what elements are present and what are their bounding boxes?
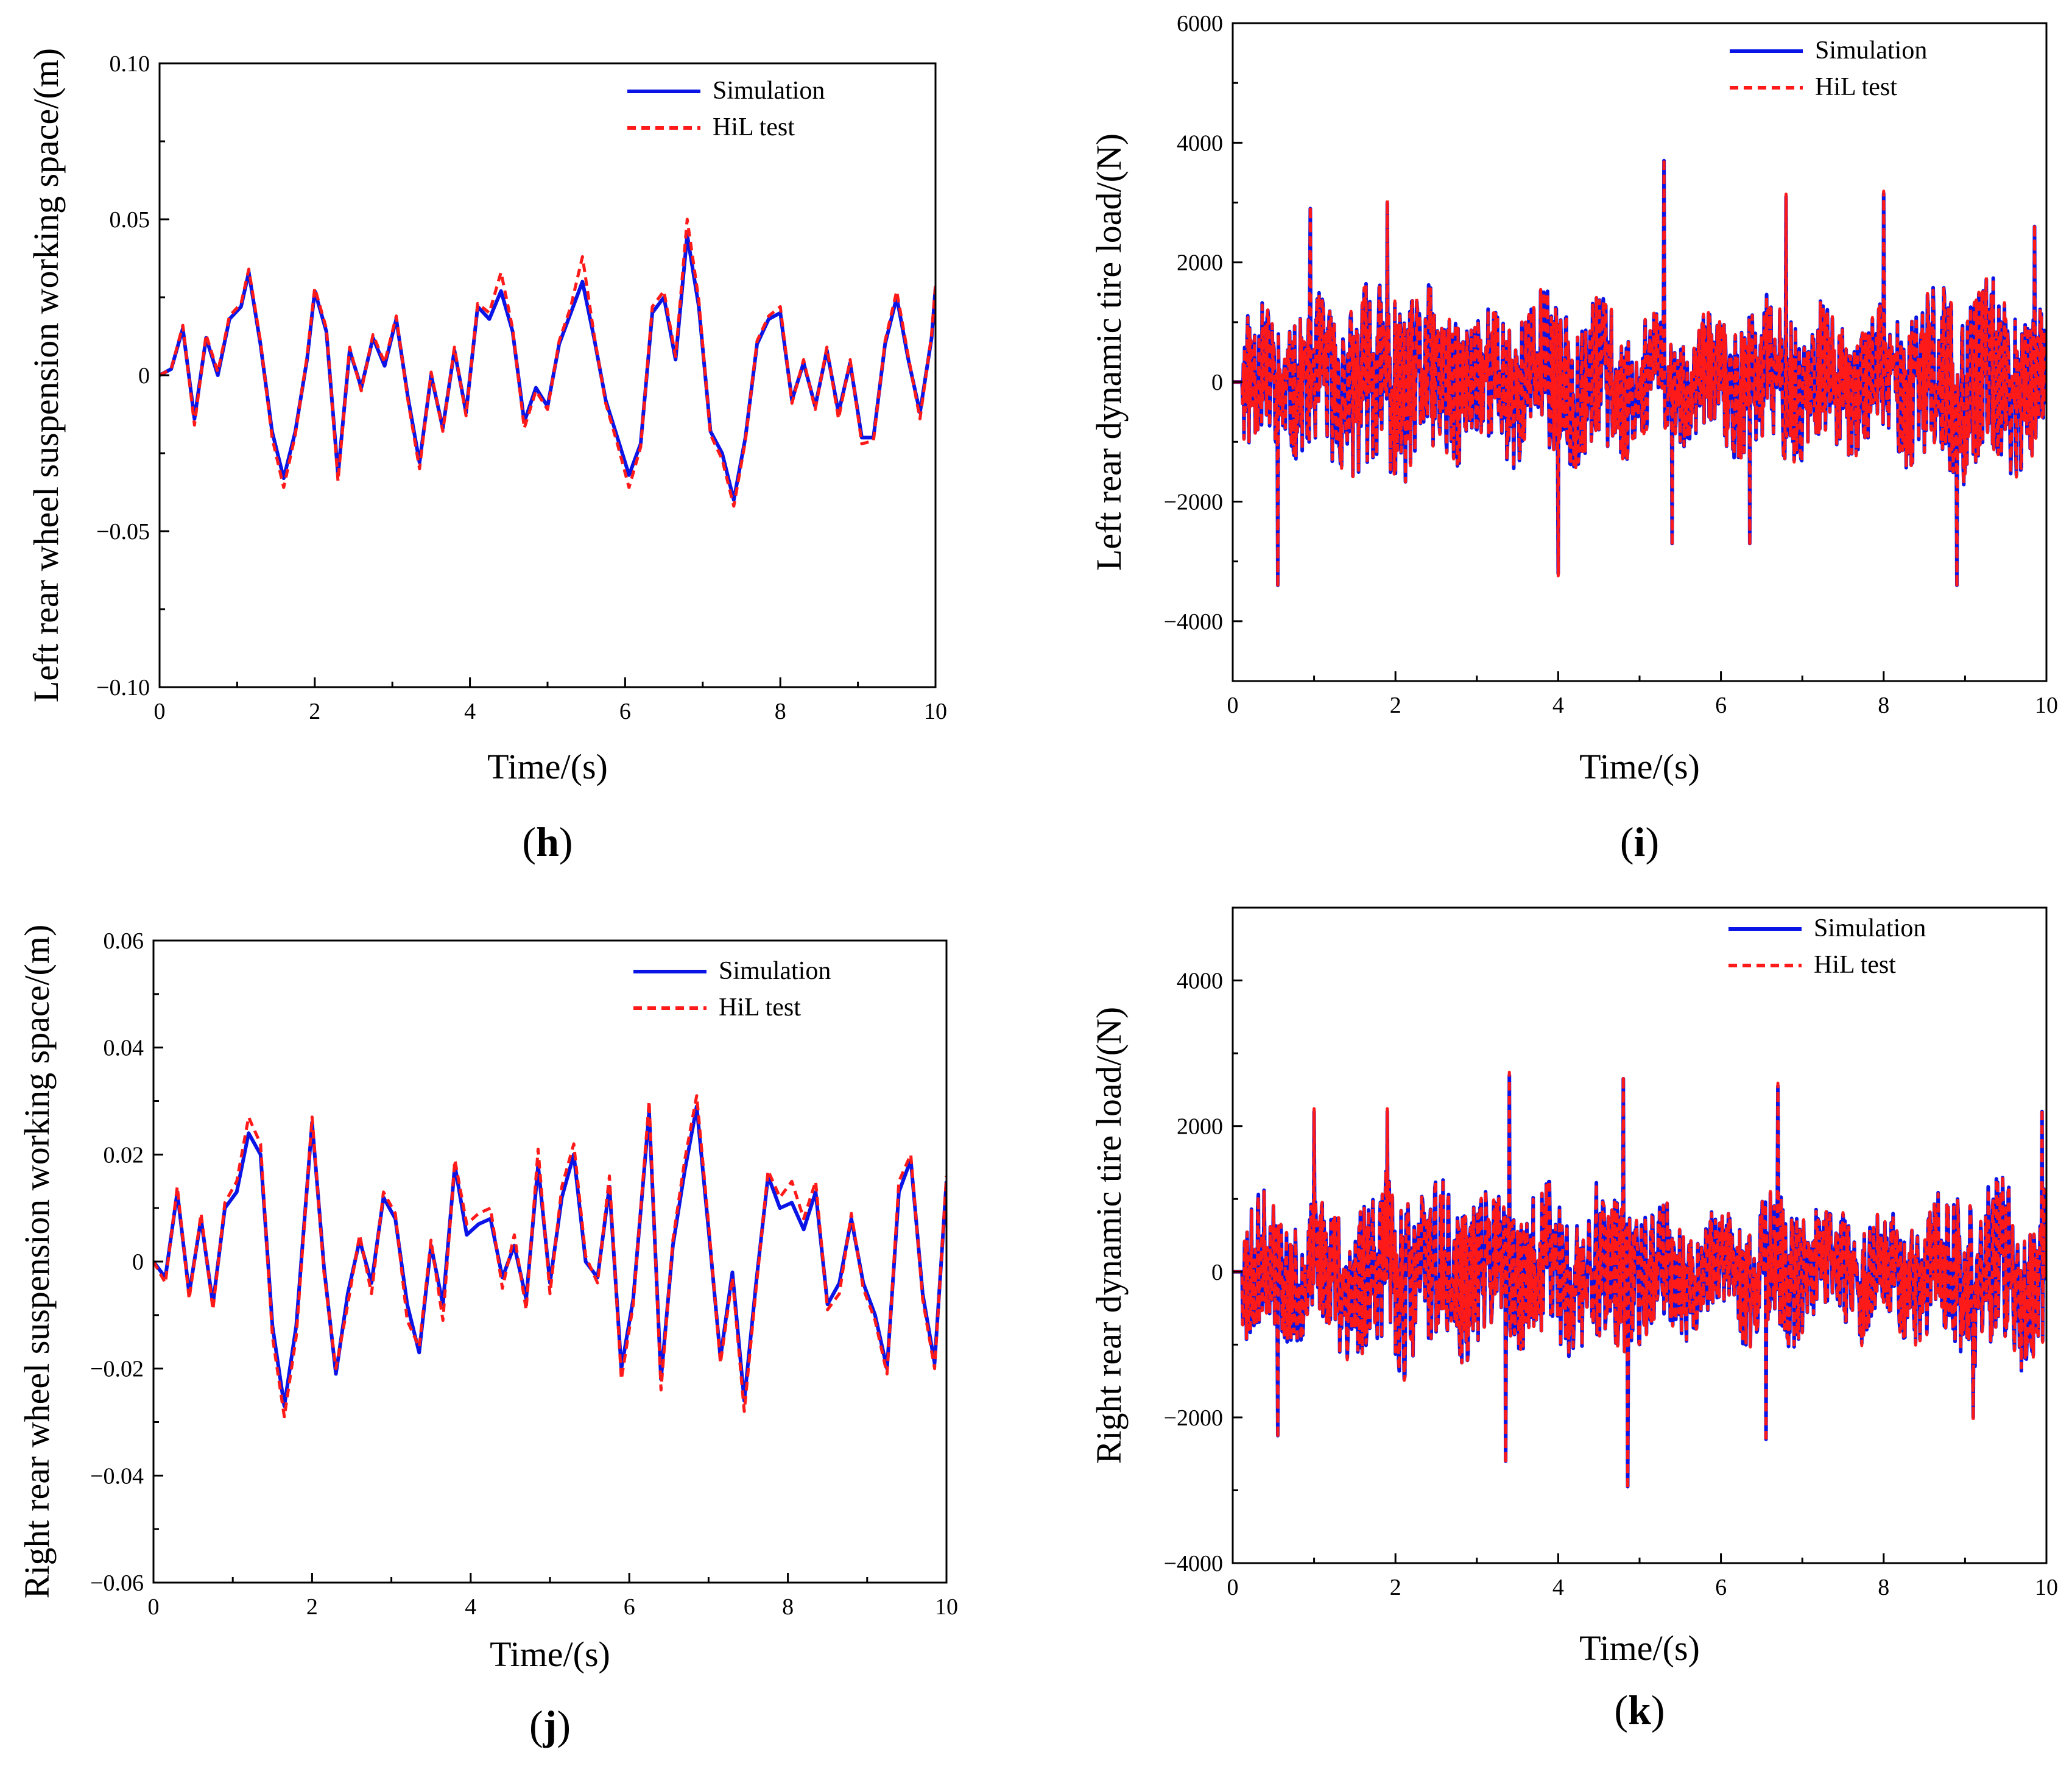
y-axis-title: Right rear wheel suspension working spac…	[17, 925, 57, 1599]
panel-label: (h)	[522, 819, 573, 865]
y-tick-label: 0	[138, 363, 150, 389]
y-axis-title: Left rear wheel suspension working space…	[26, 48, 66, 702]
y-tick-label: 2000	[1177, 1114, 1223, 1140]
series-line-hil-test	[1233, 1070, 2046, 1491]
x-tick-label: 4	[1552, 693, 1564, 718]
x-tick-label: 6	[624, 1594, 635, 1620]
x-tick-label: 8	[775, 699, 786, 724]
panel-i: 0 2 4 6 8 10 −4000 −2000 0 2000 4000 6000 Time/(s) Le…	[1089, 11, 2058, 865]
y-tick-label: −2000	[1164, 489, 1223, 515]
axes-frame	[158, 62, 937, 688]
legend: Simulation HiL test	[633, 957, 831, 1022]
legend-label: HiL test	[1815, 73, 1897, 101]
x-tick-label: 0	[1227, 693, 1239, 718]
x-tick-label: 2	[309, 699, 320, 724]
x-axis-title: Time/(s)	[490, 1634, 610, 1674]
x-tick-label: 2	[1390, 693, 1401, 718]
legend-label: HiL test	[1814, 951, 1896, 979]
x-tick-label: 10	[2035, 693, 2058, 718]
y-tick-label: 0.06	[104, 928, 144, 954]
y-tick-label: −0.05	[96, 519, 150, 545]
x-tick-label: 0	[1227, 1575, 1239, 1600]
panel-k: 0 2 4 6 8 10 −4000 −2000 0 2000 4000 Time/(s) Right …	[1089, 906, 2058, 1733]
series-line-hil-test	[1233, 157, 2046, 590]
panel-label: (i)	[1620, 819, 1659, 865]
panel-h: 0 2 4 6 8 10 −0.10 −0.05 0 0.05 0.10 Time/(s) Left r…	[26, 48, 947, 865]
x-tick-label: 8	[1878, 693, 1889, 718]
legend-label: Simulation	[713, 77, 825, 105]
x-axis-title: Time/(s)	[1579, 747, 1700, 786]
y-tick-label: −4000	[1164, 1551, 1223, 1577]
series-line-hil-test	[153, 1094, 946, 1419]
plot-area	[1233, 157, 2046, 590]
x-axis-title: Time/(s)	[1579, 1628, 1700, 1668]
x-tick-label: 8	[782, 1594, 794, 1620]
y-axis-title: Right rear dynamic tire load/(N)	[1089, 1007, 1129, 1464]
y-tick-label: 2000	[1177, 250, 1223, 276]
legend-label: Simulation	[1814, 914, 1926, 942]
y-tick-label: −0.04	[90, 1463, 144, 1489]
y-tick-label: 6000	[1177, 11, 1223, 37]
x-tick-label: 6	[619, 699, 631, 724]
legend: Simulation HiL test	[1730, 37, 1927, 101]
x-tick-label: 0	[148, 1594, 160, 1620]
series-line-hil-test	[160, 217, 936, 508]
y-tick-label: −4000	[1164, 609, 1223, 635]
panel-j: 0 2 4 6 8 10 −0.06 −0.04 −0.02 0 0.02 0.04 0.06 Time/…	[17, 925, 958, 1748]
x-tick-label: 2	[306, 1594, 318, 1620]
y-tick-label: 0.02	[104, 1142, 144, 1168]
y-tick-label: −0.02	[90, 1357, 144, 1382]
y-tick-label: 0.10	[110, 51, 150, 77]
x-tick-label: 0	[154, 699, 166, 724]
x-tick-label: 8	[1878, 1575, 1889, 1600]
x-tick-label: 6	[1715, 1575, 1727, 1600]
y-tick-label: 0	[1211, 1260, 1223, 1285]
x-tick-label: 10	[924, 699, 947, 724]
y-tick-label: 0.04	[104, 1036, 144, 1061]
y-axis-title: Left rear dynamic tire load/(N)	[1089, 133, 1129, 571]
y-tick-label: −2000	[1164, 1405, 1223, 1431]
legend: Simulation HiL test	[1728, 914, 1926, 979]
legend: Simulation HiL test	[627, 77, 825, 141]
y-tick-label: 0.05	[110, 207, 150, 233]
panel-label: (k)	[1614, 1687, 1665, 1733]
y-tick-label: 0	[132, 1249, 144, 1275]
y-tick-label: −0.10	[96, 675, 150, 701]
legend-label: HiL test	[719, 994, 801, 1022]
x-tick-label: 4	[464, 699, 476, 724]
y-tick-label: −0.06	[90, 1570, 144, 1596]
y-tick-label: 4000	[1177, 969, 1223, 994]
legend-label: HiL test	[713, 113, 795, 141]
plot-area	[153, 1094, 946, 1419]
legend-label: Simulation	[719, 957, 831, 985]
x-tick-label: 2	[1390, 1575, 1401, 1600]
axes-frame	[152, 939, 948, 1584]
x-tick-label: 10	[2035, 1575, 2058, 1600]
plot-area	[160, 217, 936, 508]
x-tick-label: 4	[465, 1594, 476, 1620]
x-tick-label: 6	[1715, 693, 1727, 718]
panel-label: (j)	[529, 1702, 571, 1748]
series-line-simulation	[153, 1104, 946, 1408]
plot-area	[1233, 1070, 2046, 1491]
legend-label: Simulation	[1815, 37, 1927, 65]
y-tick-label: 4000	[1177, 130, 1223, 156]
x-tick-label: 4	[1552, 1575, 1564, 1600]
y-tick-label: 0	[1211, 370, 1223, 395]
x-axis-title: Time/(s)	[487, 747, 608, 786]
x-tick-label: 10	[935, 1594, 958, 1620]
